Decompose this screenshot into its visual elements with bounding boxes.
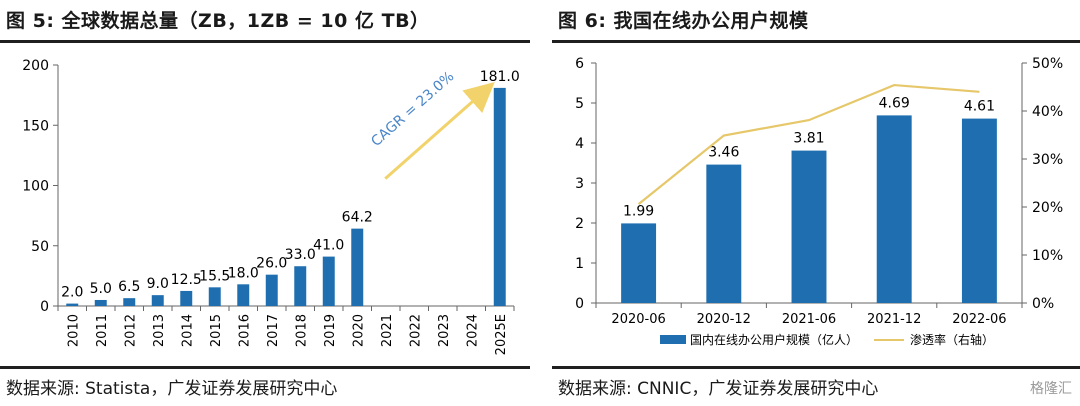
- bar: [94, 299, 107, 306]
- legend-label-rate: 渗透率（右轴）: [910, 332, 994, 347]
- data-label: 4.61: [964, 99, 995, 115]
- left-top-rule: [0, 40, 530, 43]
- left-figure-panel: 图 5: 全球数据总量（ZB，1ZB = 10 亿 TB） 0 50 100 150 2…: [0, 0, 530, 406]
- bar: [493, 87, 506, 306]
- right-figure-title: 图 6: 我国在线办公用户规模: [558, 10, 809, 32]
- left-y-tick-label: 1: [575, 256, 584, 272]
- y-tick-label: 100: [22, 179, 49, 195]
- x-tick-label: 2010: [66, 314, 81, 347]
- bar: [151, 295, 164, 306]
- x-tick-label: 2018: [294, 314, 309, 347]
- y-tick-label: 50: [31, 239, 49, 255]
- data-label: 2.0: [61, 285, 83, 301]
- right-y-tick-label: 50%: [1032, 56, 1063, 72]
- right-y-tick-label: 10%: [1032, 248, 1063, 264]
- data-label: 9.0: [147, 276, 169, 292]
- x-tick-label: 2021: [380, 314, 395, 347]
- x-tick-label: 2017: [266, 314, 281, 347]
- bar: [322, 256, 335, 306]
- right-figure-panel: 图 6: 我国在线办公用户规模 0 1 2 3 4 5 6 0% 10% 20% 30% 40% 50%…: [552, 0, 1080, 406]
- left-y-tick-label: 4: [575, 136, 584, 152]
- data-label: 26.0: [256, 256, 287, 272]
- data-label: 6.5: [118, 279, 140, 295]
- cagr-arrow: [384, 81, 495, 180]
- data-label: 33.0: [285, 247, 316, 263]
- legend-swatch-bar: [660, 335, 686, 344]
- data-label: 181.0: [480, 69, 520, 85]
- bar: [706, 164, 742, 303]
- x-tick-label: 2023: [437, 314, 452, 347]
- right-y-tick-label: 20%: [1032, 200, 1063, 216]
- bar: [66, 303, 79, 306]
- x-tick-label: 2014: [180, 314, 195, 347]
- left-figure-title: 图 5: 全球数据总量（ZB，1ZB = 10 亿 TB）: [6, 10, 430, 32]
- left-y-tick-label: 2: [575, 216, 584, 232]
- bar: [961, 118, 997, 303]
- x-tick-label: 2013: [152, 314, 167, 347]
- bar: [791, 150, 827, 303]
- left-y-tick-label: 5: [575, 96, 584, 112]
- left-y-tick-label: 0: [575, 296, 584, 312]
- x-tick-label: 2021-06: [782, 312, 836, 327]
- x-tick-label: 2021-12: [867, 312, 921, 327]
- legend-label-users: 国内在线办公用户规模（亿人）: [690, 332, 858, 347]
- x-tick-label: 2024: [465, 314, 480, 347]
- right-top-rule: [552, 40, 1080, 43]
- left-source-note: 数据来源: Statista，广发证券发展研究中心: [6, 379, 338, 399]
- data-label: 41.0: [313, 238, 344, 254]
- data-label: 3.81: [793, 131, 824, 147]
- data-label: 1.99: [623, 203, 654, 219]
- left-y-tick-label: 6: [575, 56, 584, 72]
- x-tick-label: 2022-06: [952, 312, 1006, 327]
- bar: [351, 228, 364, 306]
- bar: [621, 223, 657, 303]
- data-label: 12.5: [171, 272, 202, 288]
- bar: [294, 266, 307, 306]
- bar: [123, 298, 136, 306]
- y-tick-label: 200: [22, 58, 49, 74]
- data-label: 5.0: [90, 281, 112, 297]
- right-source-note: 数据来源: CNNIC，广发证券发展研究中心: [558, 379, 879, 399]
- x-tick-label: 2011: [95, 314, 110, 347]
- right-y-tick-label: 40%: [1032, 104, 1063, 120]
- watermark-logo: 格隆汇: [1030, 381, 1072, 397]
- left-y-tick-label: 3: [575, 176, 584, 192]
- x-tick-label: 2020-12: [697, 312, 751, 327]
- x-tick-label: 2020-06: [611, 312, 665, 327]
- y-tick-label: 0: [40, 299, 49, 315]
- right-bottom-rule: [552, 366, 1080, 369]
- bar: [265, 274, 278, 306]
- x-tick-label: 2019: [323, 314, 338, 347]
- right-y-tick-label: 30%: [1032, 152, 1063, 168]
- penetration-rate-line: [637, 83, 980, 205]
- x-tick-label: 2022: [408, 314, 423, 347]
- data-label: 18.0: [228, 265, 259, 281]
- data-label: 3.46: [708, 145, 739, 161]
- x-tick-label: 2016: [237, 314, 252, 347]
- bar: [876, 115, 912, 304]
- left-bottom-rule: [0, 366, 530, 369]
- data-label: 4.69: [879, 95, 910, 111]
- bar: [208, 287, 221, 306]
- cagr-label: CAGR = 23.0%: [368, 69, 457, 150]
- x-tick-label: 2020: [351, 314, 366, 347]
- data-label: 15.5: [199, 268, 230, 284]
- y-tick-label: 150: [22, 118, 49, 134]
- online-office-users-chart: 0 1 2 3 4 5 6 0% 10% 20% 30% 40% 50% 2020-06 1.99 2020-…: [575, 56, 1063, 347]
- global-data-volume-chart: 0 50 100 150 200 2010 2.0 2011 5.0 2012 6.5 2013 9.0…: [22, 58, 520, 355]
- right-y-tick-label: 0%: [1032, 296, 1054, 312]
- data-label: 64.2: [342, 210, 373, 226]
- x-tick-label: 2015: [209, 314, 224, 347]
- x-tick-label: 2025E: [494, 314, 509, 355]
- x-tick-label: 2012: [123, 314, 138, 347]
- bar: [237, 284, 250, 306]
- bar: [180, 290, 193, 306]
